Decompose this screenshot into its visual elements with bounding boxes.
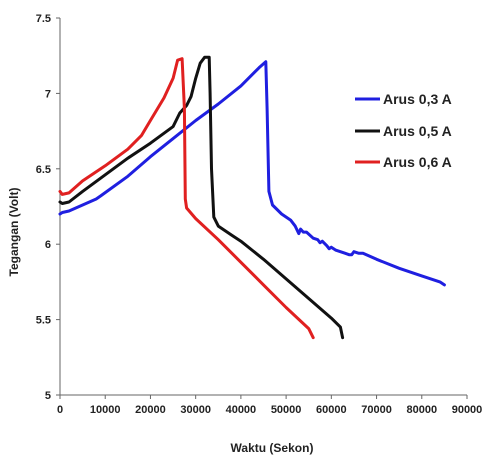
- x-tick-label: 10000: [90, 404, 121, 416]
- x-tick-label: 0: [57, 404, 63, 416]
- x-tick-label: 60000: [316, 404, 347, 416]
- y-tick-label: 7: [45, 88, 51, 100]
- y-tick-label: 6: [45, 239, 51, 251]
- series-line-2: [58, 55, 345, 340]
- y-tick-label: 5: [45, 390, 51, 402]
- x-tick-label: 20000: [135, 404, 166, 416]
- y-tick-label: 6.5: [36, 164, 51, 176]
- legend-label-3: Arus 0,6 A: [383, 154, 452, 170]
- legend-label-2: Arus 0,5 A: [383, 123, 452, 139]
- legend-label-1: Arus 0,3 A: [383, 91, 452, 107]
- y-tick-label: 5.5: [36, 315, 51, 327]
- x-tick-label: 90000: [452, 404, 483, 416]
- x-axis-title: Waktu (Sekon): [231, 441, 314, 455]
- x-tick-label: 30000: [180, 404, 211, 416]
- series-line-1: [58, 60, 446, 287]
- series-group: [58, 55, 446, 340]
- tick-group: 0 10000 20000 30000 40000 50000 60000 70000 8000…: [36, 13, 483, 416]
- y-axis-title: Tegangan (Volt): [7, 188, 21, 277]
- x-tick-label: 40000: [226, 404, 257, 416]
- x-tick-label: 70000: [361, 404, 392, 416]
- x-tick-label: 50000: [271, 404, 302, 416]
- legend: Arus 0,3 A Arus 0,5 A Arus 0,6 A: [355, 91, 452, 170]
- y-tick-label: 7.5: [36, 13, 51, 25]
- series-line-3: [58, 57, 315, 340]
- axes: [59, 18, 467, 396]
- x-tick-label: 80000: [406, 404, 437, 416]
